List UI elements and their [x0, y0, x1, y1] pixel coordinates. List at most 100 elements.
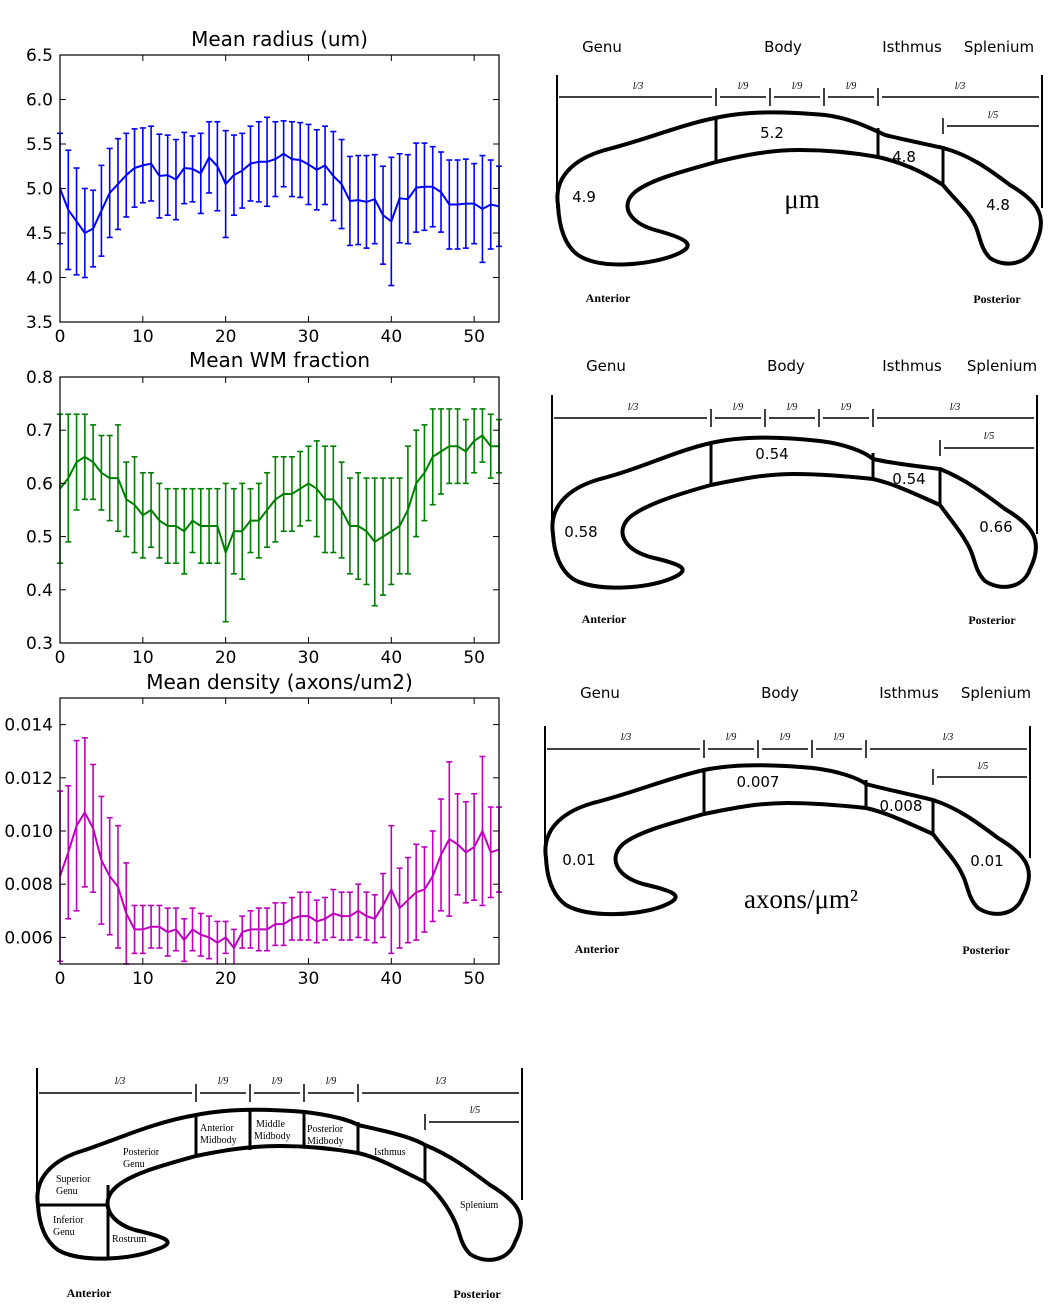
plot-frame [59, 376, 500, 644]
x-tick-label: 40 [381, 648, 403, 668]
value-isthmus: 0.54 [892, 470, 925, 488]
label-l9-c: l/9 [326, 1076, 337, 1087]
label-l9-b: l/9 [780, 732, 791, 743]
label-l5: l/5 [988, 110, 999, 121]
value-isthmus: 0.008 [880, 797, 923, 815]
posterior-genu-label: Posterior Genu [123, 1147, 160, 1170]
value-body: 0.54 [755, 445, 788, 463]
chart-title: Mean WM fraction [189, 348, 370, 372]
y-tick-label: 0.012 [4, 769, 53, 789]
region-isthmus: Isthmus [882, 38, 942, 56]
label-l9-a: l/9 [726, 732, 737, 743]
x-tick-label: 30 [298, 648, 320, 668]
y-tick-label: 6.0 [26, 91, 53, 111]
value-body: 0.007 [737, 773, 780, 791]
mean-radius-chart: Mean radius (um) 0 10 20 30 40 50 3.5 4.0 4.5 5.0 5… [26, 27, 502, 347]
label-l9-a: l/9 [733, 402, 744, 413]
value-splenium: 4.8 [986, 196, 1010, 214]
region-genu: Genu [586, 357, 626, 375]
y-tick-label: 3.5 [26, 313, 53, 333]
chart-title: Mean radius (um) [191, 27, 368, 51]
x-tick-label: 50 [463, 969, 485, 989]
region-splenium: Splenium [961, 684, 1031, 702]
x-tick-label: 10 [132, 648, 154, 668]
value-genu: 0.01 [562, 851, 595, 869]
x-tick-label: 0 [55, 327, 66, 347]
x-tick-label: 30 [298, 969, 320, 989]
region-isthmus: Isthmus [879, 684, 939, 702]
y-tick-label: 0.8 [26, 368, 53, 388]
label-l3-left: l/3 [633, 81, 644, 92]
y-tick-label: 0.008 [4, 875, 53, 895]
dimension-arrows [39, 1084, 519, 1130]
y-tick-label: 6.5 [26, 46, 53, 66]
label-l9-c: l/9 [841, 402, 852, 413]
region-genu: Genu [582, 38, 622, 56]
corpus-callosum-outline [555, 110, 1043, 267]
y-tick-label: 0.7 [26, 421, 53, 441]
posterior-label: Posterior [962, 943, 1010, 957]
unit-label: μm [784, 184, 819, 214]
posterior-label: Posterior [453, 1287, 501, 1301]
mean-wm-fraction-chart: Mean WM fraction 0 10 20 30 40 50 0.3 0.4 0.5 0.6 0… [26, 348, 502, 668]
unit-label: axons/μm² [744, 884, 858, 914]
mean-density-chart: Mean density (axons/um2) 0 10 20 30 40 50 0.006… [4, 670, 502, 989]
label-l3-left: l/3 [628, 402, 639, 413]
posterior-midbody-label: Posterior Midbody [307, 1124, 344, 1147]
region-splenium: Splenium [967, 357, 1037, 375]
rostrum-label: Rostrum [112, 1234, 147, 1245]
y-tick-label: 4.0 [26, 269, 53, 289]
y-tick-label: 0.6 [26, 474, 53, 494]
y-tick-label: 5.0 [26, 180, 53, 200]
anterior-midbody-label: Anterior Midbody [200, 1123, 237, 1146]
posterior-label: Posterior [973, 292, 1021, 306]
x-tick-label: 40 [381, 327, 403, 347]
anterior-label: Anterior [575, 942, 620, 956]
value-splenium: 0.01 [970, 852, 1003, 870]
isthmus-label: Isthmus [374, 1147, 406, 1158]
label-l5: l/5 [470, 1105, 481, 1116]
y-tick-label: 0.5 [26, 528, 53, 548]
dimension-arrows [554, 409, 1034, 456]
x-tick-label: 40 [381, 969, 403, 989]
label-l3-left: l/3 [621, 732, 632, 743]
region-isthmus: Isthmus [882, 357, 942, 375]
label-l9-b: l/9 [272, 1076, 283, 1087]
x-tick-label: 10 [132, 969, 154, 989]
dimension-arrows [559, 88, 1039, 134]
regions-map: l/3 l/9 l/9 l/9 l/3 l/5 Superior Genu Inf… [35, 1068, 523, 1301]
y-tick-label: 0.4 [26, 581, 53, 601]
value-isthmus: 4.8 [892, 148, 916, 166]
label-l9-c: l/9 [834, 732, 845, 743]
y-tick-label: 0.006 [4, 928, 53, 948]
y-tick-label: 0.014 [4, 716, 53, 736]
anterior-label: Anterior [586, 291, 631, 305]
label-l9-b: l/9 [787, 402, 798, 413]
label-l5: l/5 [984, 431, 995, 442]
middle-midbody-label: Middle Midbody [254, 1119, 291, 1142]
anterior-label: Anterior [67, 1286, 112, 1300]
y-tick-label: 5.5 [26, 135, 53, 155]
superior-genu-label: Superior Genu [56, 1174, 91, 1197]
x-tick-label: 50 [463, 327, 485, 347]
x-tick-label: 20 [215, 648, 237, 668]
chart-title: Mean density (axons/um2) [146, 670, 413, 694]
corpus-callosum-outline [543, 763, 1031, 917]
series-line [59, 152, 500, 235]
corpus-callosum-outline [550, 435, 1038, 590]
y-tick-label: 4.5 [26, 224, 53, 244]
region-body: Body [764, 38, 802, 56]
series-line [59, 810, 500, 950]
y-tick-label: 0.3 [26, 634, 53, 654]
x-tick-label: 30 [298, 327, 320, 347]
value-genu: 4.9 [572, 188, 596, 206]
inferior-genu-label: Inferior Genu [53, 1215, 84, 1238]
x-tick-label: 20 [215, 969, 237, 989]
label-l3-right: l/3 [436, 1076, 447, 1087]
label-l5: l/5 [978, 761, 989, 772]
x-tick-label: 10 [132, 327, 154, 347]
x-tick-label: 0 [55, 648, 66, 668]
posterior-label: Posterior [968, 613, 1016, 627]
y-tick-label: 0.010 [4, 822, 53, 842]
